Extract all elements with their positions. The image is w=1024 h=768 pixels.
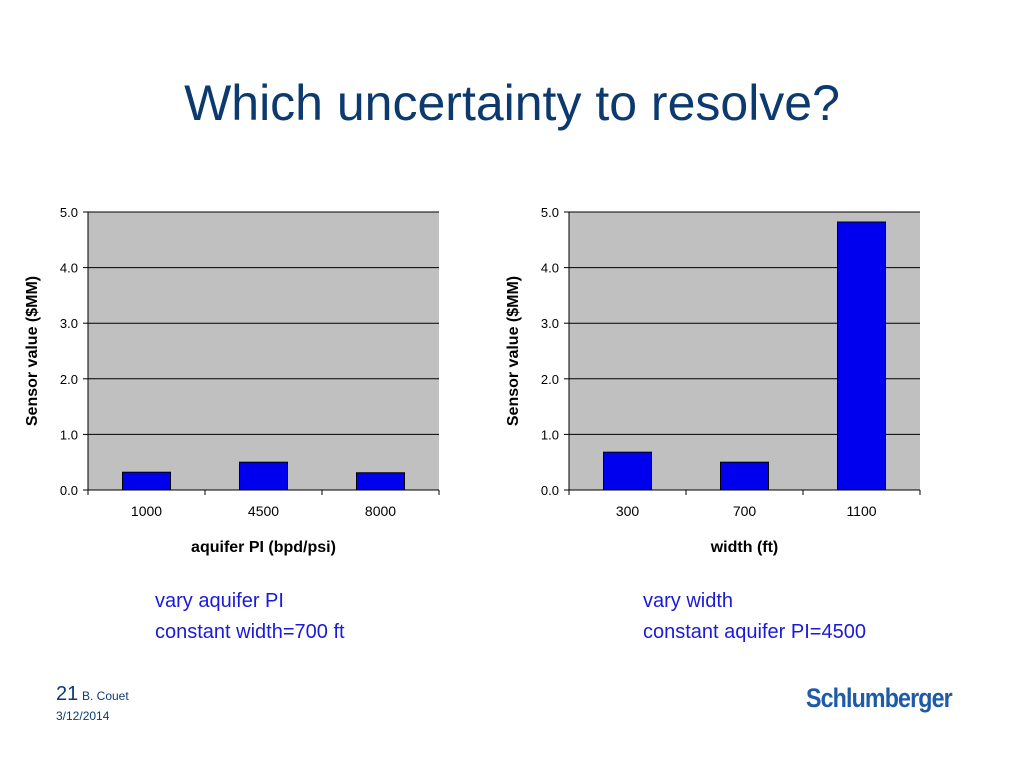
caption-right-line2: constant aquifer PI=4500	[643, 621, 866, 643]
x-axis-label: width (ft)	[710, 539, 779, 556]
chart-aquifer-pi: 0.0 1.0 2.0 3.0 4.0 5.0 1000 4500 8000 aquifer PI…	[18, 195, 448, 570]
schlumberger-logo: Schlumberger	[806, 683, 953, 713]
y-tick-label: 2.0	[541, 372, 559, 387]
chart-aquifer-pi-svg: 0.0 1.0 2.0 3.0 4.0 5.0 1000 4500 8000 aquifer PI…	[24, 205, 440, 556]
date: 3/12/2014	[56, 709, 110, 723]
y-axis-label: Sensor value ($MM)	[24, 276, 41, 426]
y-tick-label: 3.0	[60, 316, 78, 331]
bar	[122, 471, 171, 491]
y-tick-label: 1.0	[541, 427, 559, 442]
chart-width-svg: 0.0 1.0 2.0 3.0 4.0 5.0 300 700 1100 width (ft) Se…	[505, 205, 921, 556]
x-tick-label: 300	[616, 503, 640, 519]
slide-title: Which uncertainty to resolve?	[184, 75, 840, 131]
bar	[356, 472, 405, 491]
x-tick-label: 8000	[365, 503, 396, 519]
x-tick-label: 700	[733, 503, 757, 519]
x-axis-label: aquifer PI (bpd/psi)	[191, 539, 336, 556]
y-tick-label: 5.0	[541, 205, 559, 220]
y-tick-label: 3.0	[541, 316, 559, 331]
y-tick-label: 4.0	[60, 261, 78, 276]
x-tick-label: 1100	[846, 503, 876, 519]
caption-right: vary width constant aquifer PI=4500	[643, 586, 866, 648]
y-tick-label: 2.0	[60, 372, 78, 387]
y-tick-label: 0.0	[541, 483, 559, 498]
bar	[603, 451, 652, 491]
y-tick-label: 0.0	[60, 483, 78, 498]
author: B. Couet	[82, 689, 129, 703]
bar	[239, 461, 288, 491]
bar	[837, 221, 886, 491]
caption-left-line1: vary aquifer PI	[155, 590, 284, 612]
caption-left: vary aquifer PI constant width=700 ft	[155, 586, 345, 648]
x-tick-label: 4500	[248, 503, 279, 519]
page-number: 21	[56, 683, 79, 705]
y-axis-label: Sensor value ($MM)	[505, 276, 522, 426]
caption-right-line1: vary width	[643, 590, 734, 612]
bar	[720, 461, 769, 491]
x-tick-label: 1000	[131, 503, 162, 519]
caption-left-line2: constant width=700 ft	[155, 621, 345, 643]
y-tick-label: 5.0	[60, 205, 78, 220]
plot-area	[88, 212, 439, 490]
y-tick-label: 4.0	[541, 261, 559, 276]
chart-width: 0.0 1.0 2.0 3.0 4.0 5.0 300 700 1100 width (ft) Se…	[499, 195, 929, 570]
y-tick-label: 1.0	[60, 427, 78, 442]
